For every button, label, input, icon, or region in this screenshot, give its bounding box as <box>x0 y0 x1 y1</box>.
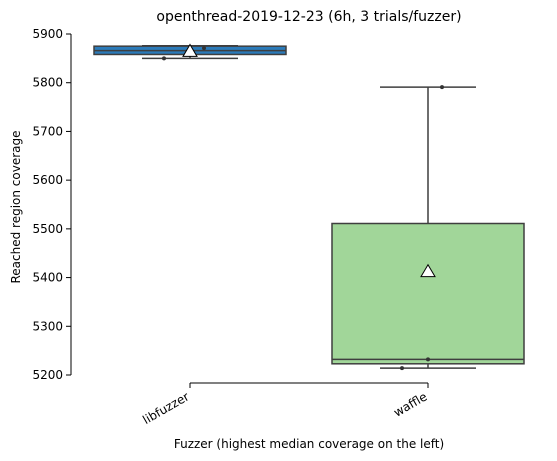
x-axis: libfuzzer waffle <box>140 382 430 427</box>
y-tick-label: 5900 <box>32 27 63 41</box>
y-axis: 5200 5300 5400 5500 5600 5700 5800 5900 <box>32 27 72 382</box>
data-point <box>202 46 206 51</box>
y-tick-label: 5800 <box>32 76 63 90</box>
data-point <box>440 85 444 90</box>
mean-marker <box>420 263 436 278</box>
chart-title: openthread-2019-12-23 (6h, 3 trials/fuzz… <box>156 9 461 25</box>
box-group-waffle <box>331 85 525 371</box>
plot-area <box>93 43 525 371</box>
box-group-libfuzzer <box>93 43 287 61</box>
data-point <box>426 357 430 362</box>
box-iqr <box>331 222 525 365</box>
x-tick-label: waffle <box>391 389 429 419</box>
y-tick-label: 5500 <box>32 222 63 236</box>
y-axis-label: Reached region coverage <box>9 130 23 283</box>
y-tick-label: 5700 <box>32 124 63 138</box>
data-point <box>162 56 166 61</box>
y-tick-label: 5400 <box>32 271 63 285</box>
mean-marker <box>182 43 198 57</box>
y-tick-label: 5300 <box>32 319 63 333</box>
x-axis-label: Fuzzer (highest median coverage on the l… <box>174 437 444 451</box>
data-point <box>400 366 404 371</box>
y-tick-label: 5200 <box>32 368 63 382</box>
y-tick-label: 5600 <box>32 173 63 187</box>
x-tick-label: libfuzzer <box>140 389 191 427</box>
